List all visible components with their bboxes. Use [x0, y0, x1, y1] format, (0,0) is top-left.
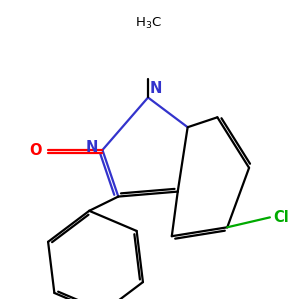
Text: O: O	[29, 142, 41, 158]
Text: N: N	[85, 140, 98, 154]
Text: N: N	[149, 81, 162, 96]
Text: H$_3$C: H$_3$C	[135, 16, 161, 31]
Text: Cl: Cl	[273, 210, 289, 225]
